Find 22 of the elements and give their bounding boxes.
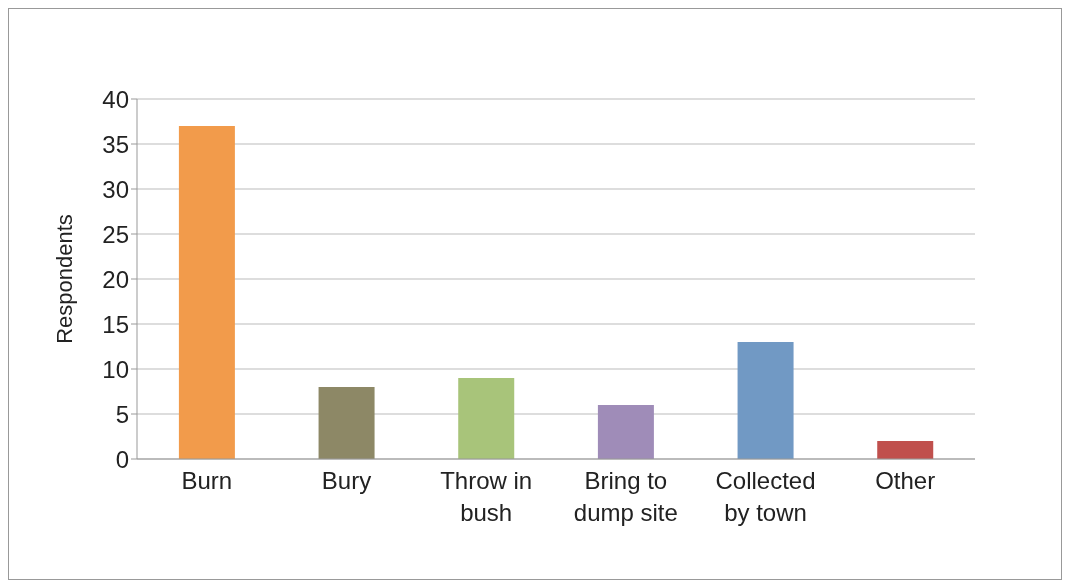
x-tick-label: Collected by town [715,467,816,526]
y-tick-label: 20 [102,265,129,293]
bar [877,441,934,459]
x-tick-label: Other [875,467,936,494]
x-tick-label: Bring to dump site [573,467,678,526]
x-tick-label: Throw in bush [440,467,533,526]
bar [178,126,235,459]
y-tick-label: 10 [102,355,129,383]
y-tick-label: 30 [102,175,129,203]
bar [318,387,375,459]
y-tick-label: 0 [115,445,129,473]
y-tick-label: 25 [102,220,129,248]
bar [597,405,654,459]
bar [458,378,515,459]
y-axis-title: Respondents [51,214,77,344]
y-tick-label: 35 [102,130,129,158]
x-tick-label: Bury [321,467,372,494]
bar [737,342,794,459]
y-tick-label: 15 [102,310,129,338]
y-tick-label: 5 [115,400,129,428]
y-tick-label: 40 [102,85,129,113]
x-tick-label: Burn [181,467,233,494]
